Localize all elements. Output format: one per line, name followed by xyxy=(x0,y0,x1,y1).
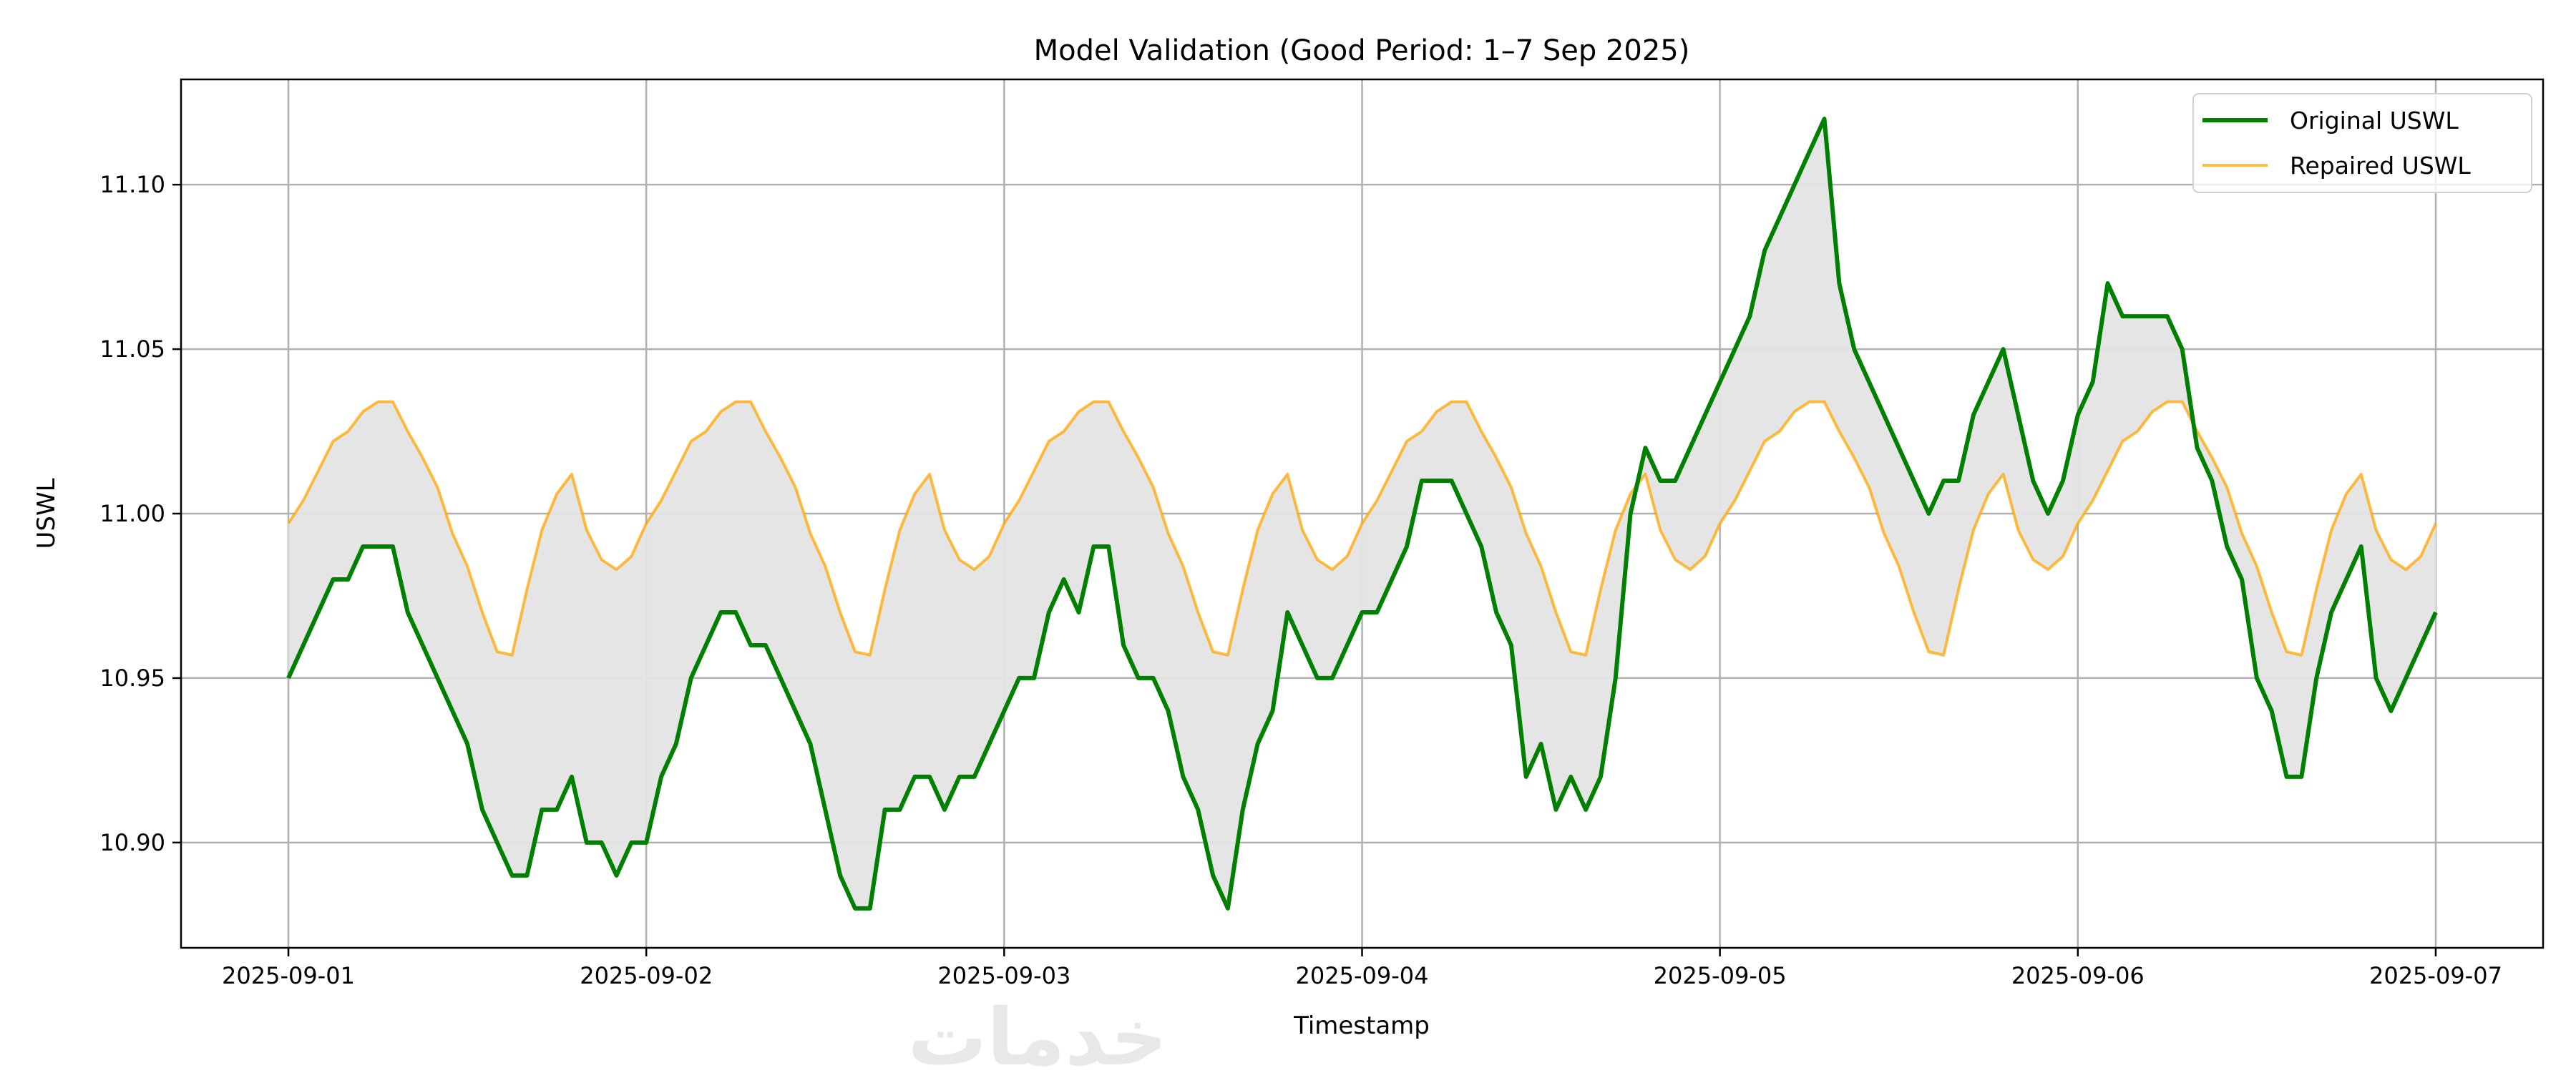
x-axis: 2025-09-01 2025-09-02 2025-09-03 2025-09-04… xyxy=(222,948,2502,989)
watermark-logo: خدمات xyxy=(908,991,1168,1073)
y-axis: 10.90 10.95 11.00 11.05 11.10 xyxy=(99,171,181,856)
y-tick-label: 11.05 xyxy=(99,335,165,363)
legend: Original USWL Repaired USWL xyxy=(2192,93,2532,193)
x-tick-label: 2025-09-01 xyxy=(222,962,355,989)
y-tick-label: 10.95 xyxy=(99,665,165,692)
original-uswl-line xyxy=(286,117,2438,911)
x-tick-label: 2025-09-02 xyxy=(580,962,713,989)
x-axis-label: Timestamp xyxy=(1293,1011,1430,1040)
chart-title: Model Validation (Good Period: 1–7 Sep 2… xyxy=(1034,34,1690,67)
repaired-uswl-line xyxy=(287,400,2437,657)
fill-between-area xyxy=(288,119,2436,908)
y-axis-label: USWL xyxy=(32,478,61,549)
x-tick-label: 2025-09-07 xyxy=(2369,962,2502,989)
legend-box xyxy=(2192,93,2532,193)
x-tick-label: 2025-09-03 xyxy=(937,962,1070,989)
fill-between-polygon xyxy=(288,119,2436,908)
legend-label-repaired: Repaired USWL xyxy=(2290,152,2471,180)
x-tick-label: 2025-09-05 xyxy=(1654,962,1787,989)
y-tick-label: 10.90 xyxy=(99,829,165,856)
legend-label-original: Original USWL xyxy=(2290,107,2459,134)
x-tick-label: 2025-09-06 xyxy=(2011,962,2145,989)
series-lines xyxy=(286,117,2438,911)
y-tick-label: 11.10 xyxy=(99,171,165,198)
x-tick-label: 2025-09-04 xyxy=(1296,962,1429,989)
y-tick-label: 11.00 xyxy=(99,500,165,527)
